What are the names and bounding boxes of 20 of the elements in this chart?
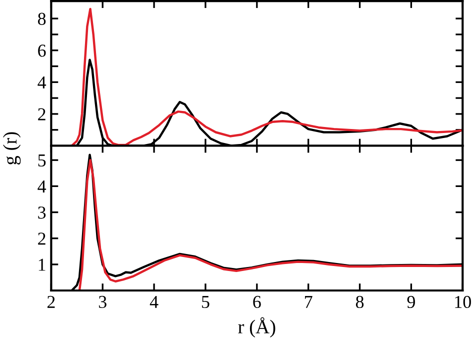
y-tick-label: 3: [38, 206, 46, 219]
x-tick-label: 2: [47, 296, 55, 308]
y-tick-label: 2: [38, 232, 46, 245]
y-tick-label: 5: [38, 154, 46, 167]
x-tick-label: 7: [305, 296, 312, 308]
y-tick-label: 2: [38, 108, 46, 120]
x-tick-label: 10: [455, 296, 471, 308]
x-tick-label: 5: [202, 296, 210, 308]
y-tick-label: 8: [38, 12, 46, 25]
x-tick-label: 6: [253, 296, 261, 308]
y-tick-label: 6: [38, 44, 46, 57]
x-tick-label: 4: [150, 296, 158, 308]
x-tick-label: 3: [98, 296, 106, 308]
x-tick-label: 9: [407, 296, 415, 308]
x-axis-title: r (Å): [238, 317, 276, 338]
y-tick-label: 4: [38, 76, 46, 88]
x-tick-label: 8: [356, 296, 364, 308]
y-tick-label: 4: [38, 180, 46, 192]
y-axis-title: g (r): [3, 132, 21, 165]
y-tick-label: 1: [38, 258, 46, 271]
